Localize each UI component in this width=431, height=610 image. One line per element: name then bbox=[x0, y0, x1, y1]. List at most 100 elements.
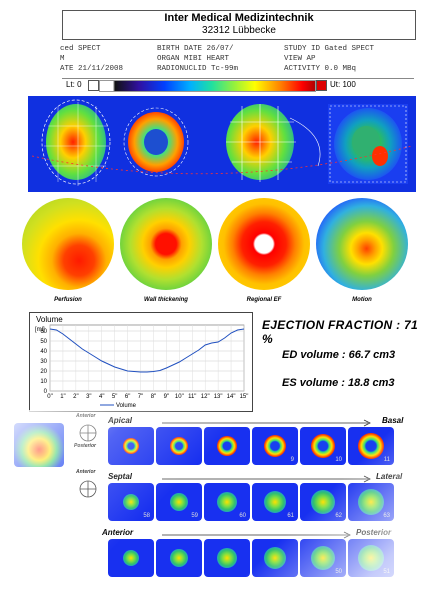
slice-overview-image bbox=[14, 423, 64, 467]
row2-direction-arrow bbox=[162, 475, 371, 483]
slice-image: 51 bbox=[348, 539, 394, 577]
legend-label: Volume bbox=[116, 403, 137, 409]
slice-image: 11 bbox=[348, 427, 394, 465]
slice-uptake-blob bbox=[123, 550, 139, 566]
patient-info-col3: STUDY ID Gated SPECT VIEW AP ACTIVITY 0.… bbox=[284, 44, 374, 74]
scale-high-swatch bbox=[316, 80, 327, 91]
x-tick-label: 1" bbox=[60, 394, 65, 400]
x-tick-label: 0" bbox=[47, 394, 52, 400]
x-tick-label: 3" bbox=[86, 394, 91, 400]
slice-uptake-blob bbox=[123, 438, 139, 454]
es-volume: ES volume : 18.8 cm3 bbox=[282, 377, 395, 389]
slice-image bbox=[108, 539, 154, 577]
patient-info-col2: BIRTH DATE 26/07/ ORGAN MIBI HEART RADIO… bbox=[157, 44, 238, 74]
slice-image: 10 bbox=[300, 427, 346, 465]
color-scale-bar bbox=[99, 80, 316, 92]
ed-volume: ED volume : 66.7 cm3 bbox=[282, 349, 396, 361]
organ: ORGAN MIBI HEART bbox=[157, 55, 230, 63]
slice-uptake-blob bbox=[264, 547, 286, 569]
company-name: Inter Medical Medizintechnik bbox=[164, 12, 314, 24]
row1-top-label: Anterior bbox=[76, 413, 96, 419]
x-tick-label: 13" bbox=[214, 394, 223, 400]
study-type: ced SPECT bbox=[60, 45, 101, 53]
slice-uptake-blob bbox=[217, 436, 237, 456]
orientation-icon-2 bbox=[79, 480, 97, 498]
slice-image bbox=[252, 539, 298, 577]
scale-high-label: Ut: 100 bbox=[330, 80, 356, 89]
y-tick-label: 40 bbox=[40, 349, 47, 355]
slice-image: 9 bbox=[252, 427, 298, 465]
chart-title: Volume bbox=[36, 315, 63, 324]
y-tick-label: 0 bbox=[44, 389, 48, 395]
slice-uptake-blob bbox=[311, 434, 335, 458]
volume-series-line bbox=[49, 328, 245, 373]
polar-label-motion: Motion bbox=[352, 297, 372, 303]
slice-image: 63 bbox=[348, 483, 394, 521]
study-id: STUDY ID Gated SPECT bbox=[284, 45, 375, 53]
slice-uptake-blob bbox=[123, 494, 139, 510]
slice-uptake-blob bbox=[358, 545, 384, 571]
slice-uptake-blob bbox=[170, 549, 188, 567]
patient-info-col1: ced SPECT M ATE 21/11/2008 bbox=[60, 44, 123, 74]
slice-image: 59 bbox=[156, 483, 202, 521]
scale-low-label: Lt: 0 bbox=[66, 80, 82, 89]
row1-title-left: Apical bbox=[108, 416, 133, 425]
heart-render-4 bbox=[328, 104, 408, 184]
row1-bottom-label: Posterior bbox=[74, 443, 96, 449]
slice-number: 9 bbox=[290, 457, 294, 463]
report-header: Inter Medical Medizintechnik 32312 Lübbe… bbox=[62, 10, 416, 40]
x-tick-label: 5" bbox=[112, 394, 117, 400]
row1-title-right: Basal bbox=[382, 416, 404, 425]
x-tick-label: 15" bbox=[240, 394, 249, 400]
x-tick-label: 9" bbox=[164, 394, 169, 400]
y-tick-label: 10 bbox=[40, 379, 47, 385]
x-tick-label: 4" bbox=[99, 394, 104, 400]
row3-direction-arrow bbox=[162, 531, 351, 539]
y-tick-label: 60 bbox=[40, 329, 47, 335]
slice-image bbox=[156, 539, 202, 577]
slice-image bbox=[156, 427, 202, 465]
slice-number: 11 bbox=[383, 457, 390, 463]
x-tick-label: 10" bbox=[175, 394, 184, 400]
slice-uptake-blob bbox=[358, 433, 384, 459]
header-divider bbox=[62, 78, 414, 79]
heart-render-3 bbox=[226, 104, 321, 182]
chart-y-unit: [ml] bbox=[35, 327, 45, 333]
slice-number: 58 bbox=[143, 513, 150, 519]
slice-number: 61 bbox=[287, 513, 294, 519]
row3-title-left: Anterior bbox=[102, 528, 134, 537]
polar-map-wall-thickening bbox=[120, 198, 212, 290]
radionuclide: RADIONUCLID Tc-99m bbox=[157, 65, 239, 73]
volume-chart: Volume [ml] 0 10 20 30 40 50 60 0" 1" 2" 3" 4" 5" 6" 7… bbox=[29, 312, 253, 412]
polar-label-regional-ef: Regional EF bbox=[246, 297, 282, 303]
slice-uptake-blob bbox=[170, 493, 188, 511]
view: VIEW AP bbox=[284, 55, 316, 63]
activity: ACTIVITY 0.0 MBq bbox=[284, 65, 357, 73]
slice-image: 50 bbox=[300, 539, 346, 577]
slice-image: 58 bbox=[108, 483, 154, 521]
slice-grid: Apical Basal Septal Lateral Anterior Pos… bbox=[10, 413, 424, 607]
orientation-icon-1 bbox=[79, 424, 97, 442]
heart-render-2 bbox=[123, 107, 189, 177]
slice-number: 50 bbox=[335, 569, 342, 575]
slice-uptake-blob bbox=[264, 491, 286, 513]
slice-image bbox=[204, 427, 250, 465]
volume-chart-svg: Volume [ml] 0 10 20 30 40 50 60 0" 1" 2" 3" 4" 5" 6" 7… bbox=[35, 315, 249, 409]
slice-image: 61 bbox=[252, 483, 298, 521]
slice-uptake-blob bbox=[217, 548, 237, 568]
3d-heart-renderings bbox=[31, 99, 413, 186]
polar-label-wall-thickening: Wall thickening bbox=[144, 297, 188, 303]
slice-number: 59 bbox=[191, 513, 198, 519]
x-tick-label: 11" bbox=[188, 394, 196, 400]
polar-map-regional-ef bbox=[218, 198, 310, 290]
x-tick-label: 7" bbox=[138, 394, 143, 400]
slice-image: 60 bbox=[204, 483, 250, 521]
slice-number: 62 bbox=[335, 513, 342, 519]
ejection-fraction: EJECTION FRACTION : 71 % bbox=[262, 318, 418, 346]
slice-number: 60 bbox=[239, 513, 246, 519]
y-tick-label: 50 bbox=[40, 339, 47, 345]
polar-label-perfusion: Perfusion bbox=[54, 297, 82, 303]
x-tick-label: 6" bbox=[125, 394, 130, 400]
polar-map-perfusion bbox=[22, 198, 114, 290]
info-line2: M bbox=[60, 55, 65, 63]
